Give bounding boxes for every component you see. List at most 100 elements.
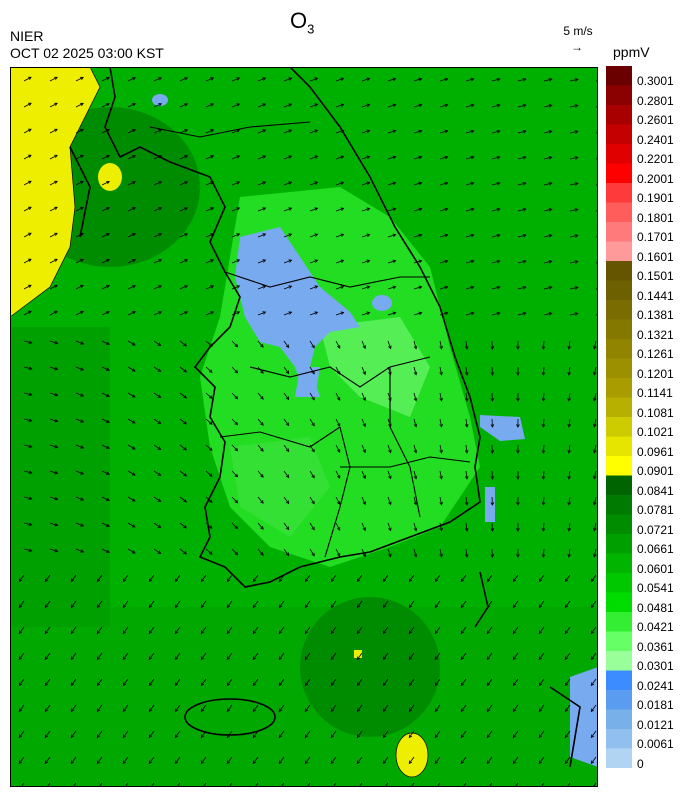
wind-arrow-head bbox=[28, 548, 33, 553]
wind-arrow bbox=[590, 730, 597, 738]
wind-arrow bbox=[174, 652, 181, 660]
wind-arrow bbox=[413, 260, 422, 264]
wind-arrow-head bbox=[564, 656, 569, 661]
legend-level-label: 0.0421 bbox=[637, 620, 674, 634]
wind-arrow-head bbox=[496, 129, 501, 134]
wind-arrow-head bbox=[252, 630, 257, 635]
wind-arrow bbox=[49, 470, 58, 474]
wind-arrow bbox=[148, 652, 155, 660]
wind-arrow bbox=[309, 470, 315, 479]
wind-arrow-head bbox=[564, 760, 569, 765]
wind-arrow bbox=[413, 366, 417, 375]
wind-arrow bbox=[23, 232, 32, 238]
wind-arrow bbox=[44, 600, 51, 608]
wind-arrow bbox=[231, 103, 240, 108]
wind-arrow bbox=[517, 312, 526, 316]
wind-arrow-head bbox=[132, 233, 136, 237]
legend-level-label: 0.0061 bbox=[637, 737, 674, 751]
wind-arrow bbox=[127, 548, 136, 554]
wind-arrow-head bbox=[18, 604, 23, 609]
wind-arrow bbox=[23, 340, 32, 344]
wind-arrow-head bbox=[158, 233, 163, 237]
wind-arrow-head bbox=[340, 233, 345, 237]
wind-arrow bbox=[179, 77, 188, 82]
wind-arrow-head bbox=[157, 472, 162, 476]
wind-arrow bbox=[543, 104, 552, 108]
wind-arrow bbox=[543, 286, 552, 290]
wind-arrow bbox=[593, 392, 597, 401]
wind-arrow bbox=[49, 340, 58, 344]
wind-arrow bbox=[408, 678, 415, 686]
wind-arrow-head bbox=[54, 310, 58, 315]
wind-arrow bbox=[226, 626, 233, 634]
wind-arrow-head bbox=[18, 578, 23, 583]
wind-arrow-head bbox=[132, 207, 136, 211]
wind-arrow-head bbox=[262, 285, 267, 289]
wind-arrow-head bbox=[311, 552, 315, 557]
wind-arrow bbox=[257, 418, 264, 426]
wind-arrow-head bbox=[548, 104, 553, 108]
wind-arrow-head bbox=[486, 630, 491, 635]
wind-arrow bbox=[517, 286, 526, 290]
wind-arrow bbox=[49, 206, 58, 212]
wind-arrow-head bbox=[96, 734, 101, 739]
wind-arrow-head bbox=[54, 154, 58, 159]
wind-arrow bbox=[543, 234, 552, 238]
wind-arrow bbox=[542, 392, 545, 402]
wind-arrow bbox=[538, 626, 545, 634]
wind-arrow-head bbox=[158, 181, 163, 185]
legend-level-label: 0.1021 bbox=[637, 425, 674, 439]
wind-arrow-head bbox=[148, 604, 153, 609]
wind-arrow bbox=[439, 340, 442, 349]
wind-arrow-head bbox=[574, 312, 579, 316]
wind-arrow-head bbox=[538, 734, 543, 739]
wind-arrow bbox=[356, 600, 363, 608]
wind-arrow-head bbox=[122, 604, 127, 609]
wind-arrow-head bbox=[260, 474, 264, 478]
legend-swatch bbox=[606, 280, 632, 301]
wind-arrow bbox=[569, 182, 578, 186]
wind-arrow-head bbox=[418, 259, 423, 264]
legend-swatch bbox=[606, 319, 632, 340]
wind-arrow bbox=[434, 678, 441, 686]
legend-level-label: 0.1381 bbox=[637, 308, 674, 322]
wind-arrow bbox=[465, 392, 468, 401]
wind-arrow bbox=[512, 574, 519, 582]
wind-arrow-head bbox=[54, 206, 58, 211]
wind-arrow bbox=[361, 130, 370, 134]
wind-arrow bbox=[564, 626, 571, 634]
wind-arrow bbox=[387, 130, 396, 134]
wind-arrow-head bbox=[157, 420, 162, 424]
wind-arrow bbox=[335, 496, 341, 505]
wind-arrow bbox=[101, 103, 110, 108]
wind-arrow bbox=[309, 340, 315, 349]
wind-arrow-head bbox=[288, 155, 293, 159]
wind-arrow-head bbox=[590, 760, 595, 765]
wind-arrow-head bbox=[304, 760, 309, 765]
wind-arrow-head bbox=[548, 208, 553, 212]
wind-arrow-head bbox=[18, 682, 23, 687]
wind-arrow bbox=[101, 285, 110, 290]
wind-arrow bbox=[101, 522, 110, 527]
wind-arrow-head bbox=[80, 341, 85, 345]
wind-arrow bbox=[413, 548, 417, 557]
wind-arrow-head bbox=[567, 371, 571, 376]
wind-arrow bbox=[283, 103, 292, 108]
wind-arrow bbox=[568, 522, 571, 531]
wind-arrow-head bbox=[106, 206, 110, 211]
wind-arrow bbox=[486, 600, 493, 608]
wind-arrow-head bbox=[522, 77, 527, 82]
wind-arrow-head bbox=[434, 630, 439, 635]
wind-arrow bbox=[491, 130, 500, 134]
legend-level-label: 0.2401 bbox=[637, 132, 674, 147]
wind-arrow-head bbox=[496, 103, 501, 108]
wind-arrow-head bbox=[278, 656, 283, 661]
wind-arrow bbox=[517, 78, 526, 82]
wind-arrow bbox=[122, 704, 129, 712]
wind-arrow-head bbox=[122, 708, 127, 713]
wind-arrow bbox=[23, 470, 32, 474]
wind-arrow-head bbox=[522, 181, 527, 186]
wind-arrow-head bbox=[174, 734, 179, 739]
wind-arrow-head bbox=[106, 471, 110, 476]
wind-arrow-head bbox=[434, 734, 439, 739]
